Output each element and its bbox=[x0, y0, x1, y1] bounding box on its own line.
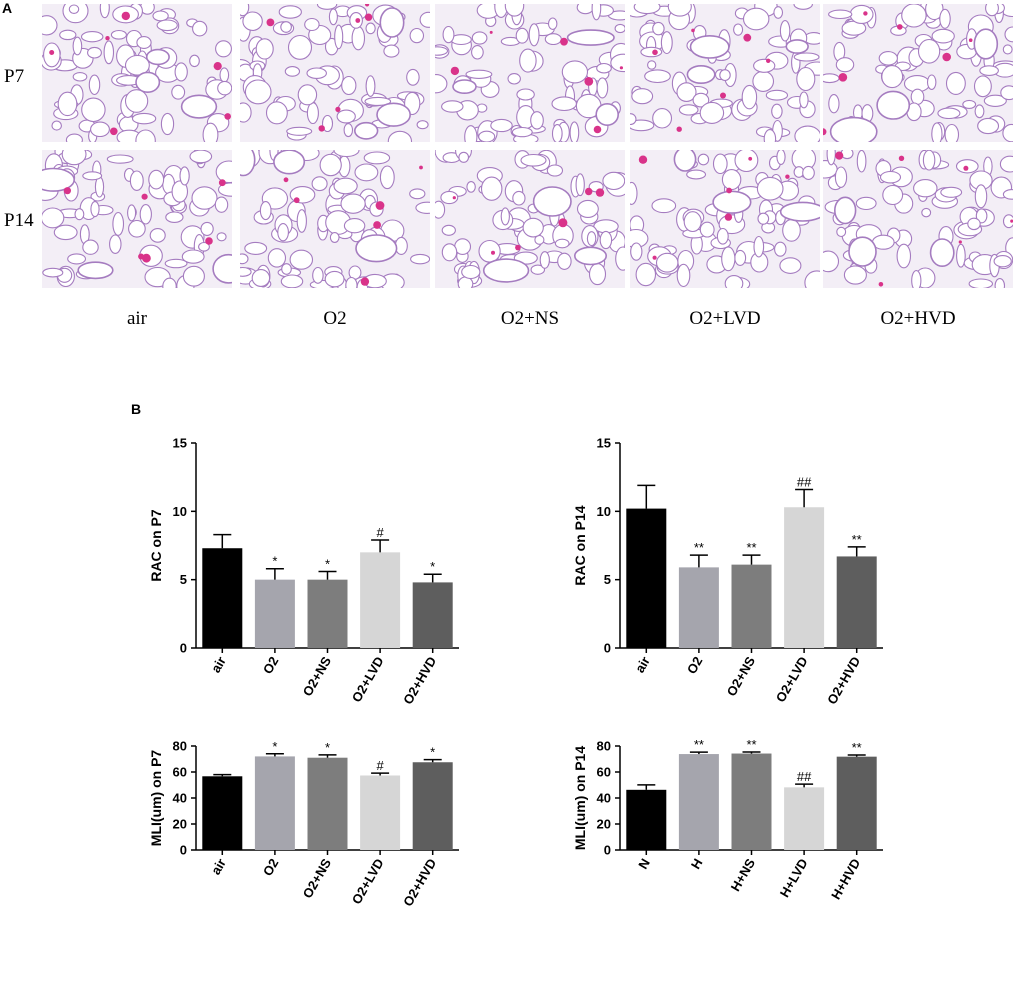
chart-2-bar-2 bbox=[307, 757, 348, 850]
chart-1-category-label-1: O2 bbox=[684, 654, 706, 677]
chart-0-bar-0 bbox=[202, 548, 243, 648]
chart-3-ytick-label-2: 40 bbox=[597, 791, 611, 806]
chart-2-ytick-label-3: 60 bbox=[173, 765, 187, 780]
column-label-o2-hvd: O2+HVD bbox=[880, 308, 956, 329]
chart-0-category-label-4: O2+HVD bbox=[400, 654, 439, 707]
chart-0-ytick-label-1: 5 bbox=[180, 572, 187, 587]
chart-2-category-label-1: O2 bbox=[260, 856, 282, 879]
row-label-p14: P14 bbox=[4, 210, 34, 231]
chart-1-significance-1: ** bbox=[694, 540, 704, 555]
chart-0-bar-2 bbox=[307, 579, 348, 648]
panel-b-label: B bbox=[131, 401, 142, 417]
chart-0-significance-4: * bbox=[430, 559, 435, 574]
chart-0-bar-1 bbox=[254, 579, 295, 648]
chart-1-bar-2 bbox=[731, 564, 772, 648]
chart-0-ytick-label-2: 10 bbox=[173, 504, 187, 519]
chart-1-category-label-3: O2+LVD bbox=[773, 654, 811, 705]
chart-2-category-label-3: O2+LVD bbox=[349, 856, 387, 907]
micrograph-p14-o2-lvd bbox=[630, 150, 820, 288]
chart-3-category-label-2: H+NS bbox=[728, 856, 759, 894]
micrograph-p7-o2 bbox=[240, 4, 430, 142]
chart-3-significance-4: ** bbox=[852, 740, 862, 755]
chart-2-significance-1: * bbox=[272, 739, 277, 754]
chart-0-y-axis-title: RAC on P7 bbox=[148, 509, 164, 582]
chart-3-ytick-label-1: 20 bbox=[597, 817, 611, 832]
chart-2-y-axis-title: MLI(um) on P7 bbox=[148, 750, 164, 847]
chart-3-bar-2 bbox=[731, 753, 772, 850]
chart-0-significance-3: # bbox=[376, 525, 384, 540]
chart-1-category-label-2: O2+NS bbox=[724, 654, 759, 699]
chart-3-bar-3 bbox=[784, 787, 825, 850]
chart-2-ytick-label-1: 20 bbox=[173, 817, 187, 832]
row-label-p7: P7 bbox=[4, 66, 25, 87]
chart-2-significance-3: # bbox=[376, 758, 384, 773]
chart-3-ytick-label-0: 0 bbox=[604, 843, 611, 858]
column-label-air: air bbox=[126, 308, 148, 329]
chart-0-significance-2: * bbox=[325, 556, 330, 571]
column-label-o2-lvd: O2+LVD bbox=[689, 308, 761, 329]
micrograph-p7-air bbox=[42, 4, 232, 142]
column-label-o2-ns: O2+NS bbox=[500, 308, 560, 329]
chart-3-significance-2: ** bbox=[746, 737, 756, 752]
chart-1-significance-4: ** bbox=[852, 532, 862, 547]
chart-2-category-label-4: O2+HVD bbox=[400, 856, 439, 909]
chart-3-category-label-4: H+HVD bbox=[828, 856, 863, 902]
chart-0-bar-4 bbox=[412, 582, 453, 648]
chart-3-ytick-label-3: 60 bbox=[597, 765, 611, 780]
chart-0-bar-3 bbox=[360, 552, 401, 648]
chart-0-category-label-0: air bbox=[208, 654, 229, 675]
chart-0-category-label-3: O2+LVD bbox=[349, 654, 387, 705]
chart-2-significance-4: * bbox=[430, 745, 435, 760]
chart-2-bar-1 bbox=[254, 756, 295, 850]
column-label-o2: O2 bbox=[323, 308, 347, 329]
chart-1-bar-0 bbox=[626, 508, 667, 648]
micrograph-p14-air bbox=[42, 150, 232, 288]
micrograph-p14-o2 bbox=[240, 150, 430, 288]
chart-1-bar-4 bbox=[836, 556, 877, 648]
chart-1-ytick-label-3: 15 bbox=[597, 436, 611, 451]
micrograph-p7-o2-ns bbox=[435, 4, 625, 142]
chart-1-ytick-label-1: 5 bbox=[604, 572, 611, 587]
chart-3-significance-3: ## bbox=[797, 769, 812, 784]
chart-2-ytick-label-2: 40 bbox=[173, 791, 187, 806]
chart-3-bar-4 bbox=[836, 756, 877, 850]
micrograph-p14-o2-hvd bbox=[823, 150, 1013, 288]
chart-1-category-label-4: O2+HVD bbox=[824, 654, 863, 707]
micrograph-p7-o2-lvd bbox=[630, 4, 820, 142]
chart-3-bar-0 bbox=[626, 789, 667, 850]
chart-1-bar-3 bbox=[784, 507, 825, 648]
chart-2-ytick-label-0: 0 bbox=[180, 843, 187, 858]
chart-1-ytick-label-2: 10 bbox=[597, 504, 611, 519]
chart-1-ytick-label-0: 0 bbox=[604, 641, 611, 656]
chart-0-category-label-2: O2+NS bbox=[300, 654, 335, 699]
chart-1-bar-1 bbox=[678, 567, 719, 648]
chart-0-ytick-label-3: 15 bbox=[173, 436, 187, 451]
chart-0-category-label-1: O2 bbox=[260, 654, 282, 677]
chart-0-significance-1: * bbox=[272, 554, 277, 569]
chart-3-category-label-3: H+LVD bbox=[777, 856, 811, 900]
chart-1-significance-2: ** bbox=[746, 540, 756, 555]
chart-2-significance-2: * bbox=[325, 740, 330, 755]
micrograph-p7-o2-hvd bbox=[823, 4, 1013, 142]
chart-3-bar-1 bbox=[678, 754, 719, 850]
chart-3-ytick-label-4: 80 bbox=[597, 739, 611, 754]
panel-a-label: A bbox=[2, 0, 13, 16]
chart-1-category-label-0: air bbox=[632, 654, 653, 675]
chart-2-ytick-label-4: 80 bbox=[173, 739, 187, 754]
chart-3-y-axis-title: MLI(um) on P14 bbox=[572, 746, 588, 850]
chart-2-bar-0 bbox=[202, 776, 243, 850]
chart-3-significance-1: ** bbox=[694, 737, 704, 752]
chart-0-ytick-label-0: 0 bbox=[180, 641, 187, 656]
chart-2-bar-3 bbox=[360, 775, 401, 850]
micrograph-p14-o2-ns bbox=[435, 150, 625, 288]
chart-2-category-label-2: O2+NS bbox=[300, 856, 335, 901]
chart-2-bar-4 bbox=[412, 762, 453, 850]
chart-2-category-label-0: air bbox=[208, 856, 229, 877]
chart-1-significance-3: ## bbox=[797, 474, 812, 489]
chart-3-category-label-1: H bbox=[688, 856, 706, 872]
chart-1-y-axis-title: RAC on P14 bbox=[572, 505, 588, 585]
chart-3-category-label-0: N bbox=[635, 856, 653, 872]
